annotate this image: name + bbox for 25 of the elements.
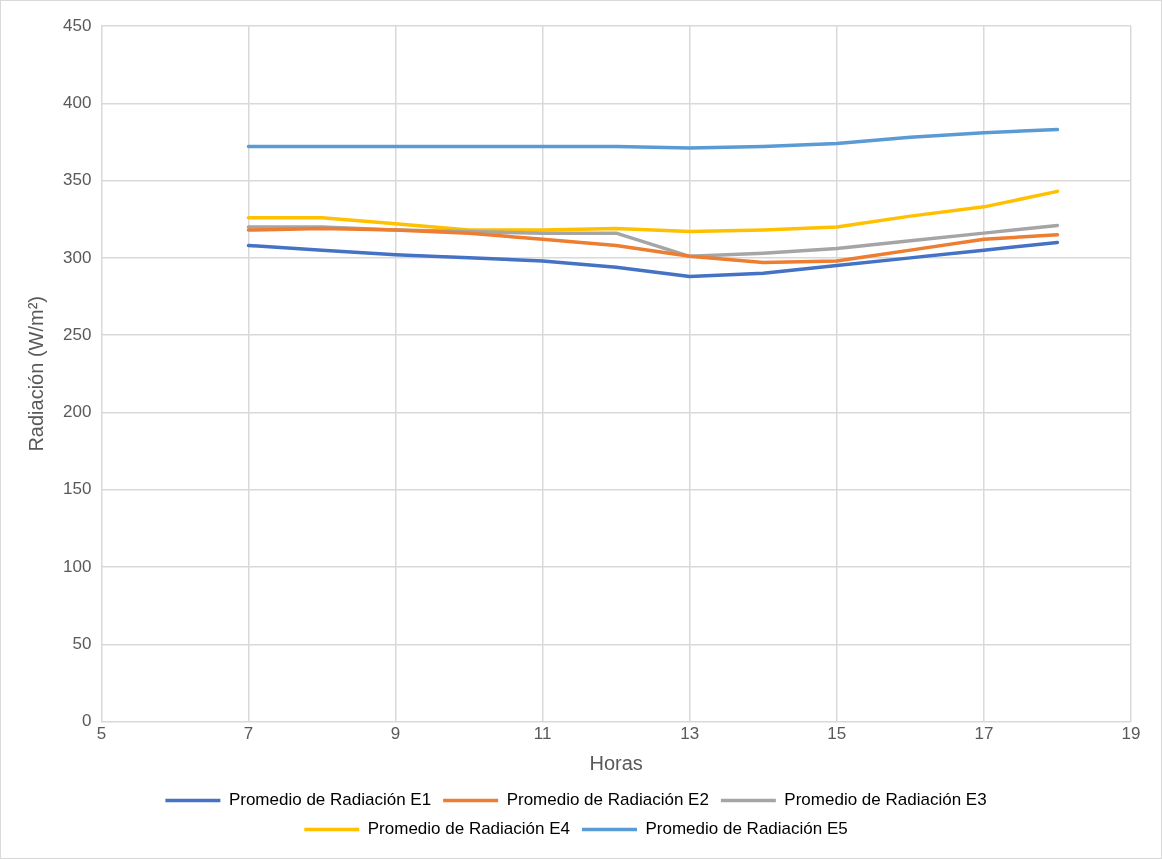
- x-tick-label: 5: [96, 724, 107, 744]
- y-tick-label: 250: [62, 324, 92, 344]
- legend-label: Promedio de Radiación E2: [506, 790, 709, 810]
- y-tick-label: 350: [62, 170, 92, 190]
- x-tick-label: 11: [533, 724, 552, 744]
- y-tick-label: 100: [62, 556, 92, 576]
- x-tick-label: 17: [974, 724, 994, 744]
- x-axis-title: Horas: [589, 751, 643, 774]
- legend-label: Promedio de Radiación E3: [784, 790, 987, 810]
- x-tick-label: 7: [243, 724, 254, 744]
- x-tick-label: 9: [390, 724, 401, 744]
- y-tick-label: 200: [62, 402, 92, 422]
- y-axis-title: Radiación (W/m²): [24, 296, 47, 452]
- y-tick-label: 450: [62, 15, 92, 35]
- legend-label: Promedio de Radiación E4: [367, 819, 570, 839]
- x-tick-label: 13: [680, 724, 700, 744]
- legend-label: Promedio de Radiación E1: [228, 790, 432, 810]
- y-tick-label: 150: [62, 479, 92, 499]
- y-tick-label: 300: [62, 247, 92, 267]
- y-tick-label: 0: [81, 711, 92, 731]
- legend-label: Promedio de Radiación E5: [645, 819, 848, 839]
- x-tick-label: 15: [827, 724, 847, 744]
- x-tick-label: 19: [1121, 724, 1141, 744]
- y-tick-label: 400: [62, 92, 92, 112]
- y-tick-label: 50: [72, 634, 92, 653]
